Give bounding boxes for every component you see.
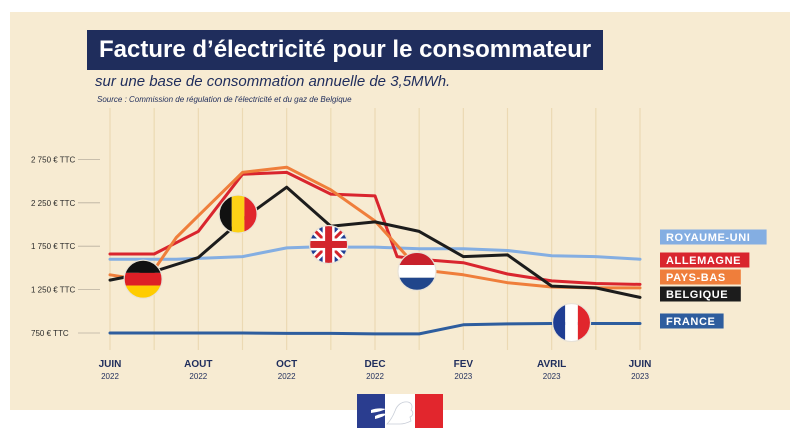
x-tick-month: AVRIL xyxy=(537,359,566,370)
series-line-pays-bas xyxy=(108,165,642,290)
chart-subtitle: sur une base de consommation annuelle de… xyxy=(95,73,451,90)
x-tick-month: DEC xyxy=(364,359,385,370)
x-tick-year: 2022 xyxy=(366,372,384,381)
republique-francaise-marianne-logo xyxy=(357,394,443,428)
y-tick-label: 750 € TTC xyxy=(31,329,69,338)
legend-label: FRANCE xyxy=(666,316,715,328)
x-axis: JUIN 2022 AOUT 2022 OCT 2022 DEC 2022 FEV 2023 AVR… xyxy=(99,359,652,381)
legend-item-pays-bas: PAYS-BAS xyxy=(660,269,741,285)
x-tick-month: OCT xyxy=(276,359,297,370)
flag-outline xyxy=(123,259,163,299)
legend-swatch xyxy=(660,269,741,285)
x-tick-year: 2022 xyxy=(278,372,296,381)
x-tick-year: 2022 xyxy=(101,372,119,381)
series-lines xyxy=(108,165,642,336)
flag-uk xyxy=(309,225,348,264)
flag-outline xyxy=(309,224,349,265)
legend: ROYAUME-UNI ALLEMAGNE PAYS-BAS BELGIQUE FRAN… xyxy=(660,229,767,329)
y-axis: 750 € TTC 1 250 € TTC 1 750 € TTC 2 250 € T… xyxy=(31,155,100,338)
flag-outline xyxy=(397,251,437,291)
chart-title: Facture d’électricité pour le consommate… xyxy=(99,36,592,63)
x-tick-month: JUIN xyxy=(629,359,652,370)
legend-swatch xyxy=(660,229,767,245)
flag-outline xyxy=(218,194,258,234)
series-line-france xyxy=(108,322,642,336)
chart-panel xyxy=(10,12,790,410)
legend-label: ALLEMAGNE xyxy=(666,255,741,267)
legend-item-france: FRANCE xyxy=(660,313,724,329)
x-tick-month: AOUT xyxy=(184,359,212,370)
legend-swatch xyxy=(660,286,741,302)
x-tick-year: 2023 xyxy=(543,372,561,381)
title-box: Facture d’électricité pour le consommate… xyxy=(87,30,604,70)
chart-source: Source : Commission de régulation de l'é… xyxy=(97,95,352,104)
legend-label: BELGIQUE xyxy=(666,289,728,301)
x-tick-year: 2023 xyxy=(454,372,472,381)
legend-label: PAYS-BAS xyxy=(666,272,726,284)
y-tick-label: 1 750 € TTC xyxy=(31,242,76,251)
legend-swatch xyxy=(660,252,750,268)
series-line-royaume-uni xyxy=(108,245,642,261)
legend-swatch xyxy=(660,313,724,329)
flag-markers xyxy=(123,194,592,343)
y-tick-label: 2 750 € TTC xyxy=(31,155,76,164)
flag-outline xyxy=(551,302,592,343)
x-tick-month: JUIN xyxy=(99,359,122,370)
x-tick-year: 2022 xyxy=(189,372,207,381)
y-tick-label: 2 250 € TTC xyxy=(31,199,76,208)
x-tick-year: 2023 xyxy=(631,372,649,381)
legend-item-allemagne: ALLEMAGNE xyxy=(660,252,750,268)
legend-item-royaume-uni: ROYAUME-UNI xyxy=(660,229,767,245)
series-line-belgique xyxy=(108,185,642,299)
legend-item-belgique: BELGIQUE xyxy=(660,286,741,302)
y-tick-label: 1 250 € TTC xyxy=(31,286,76,295)
x-tick-month: FEV xyxy=(454,359,474,370)
legend-label: ROYAUME-UNI xyxy=(666,232,750,244)
